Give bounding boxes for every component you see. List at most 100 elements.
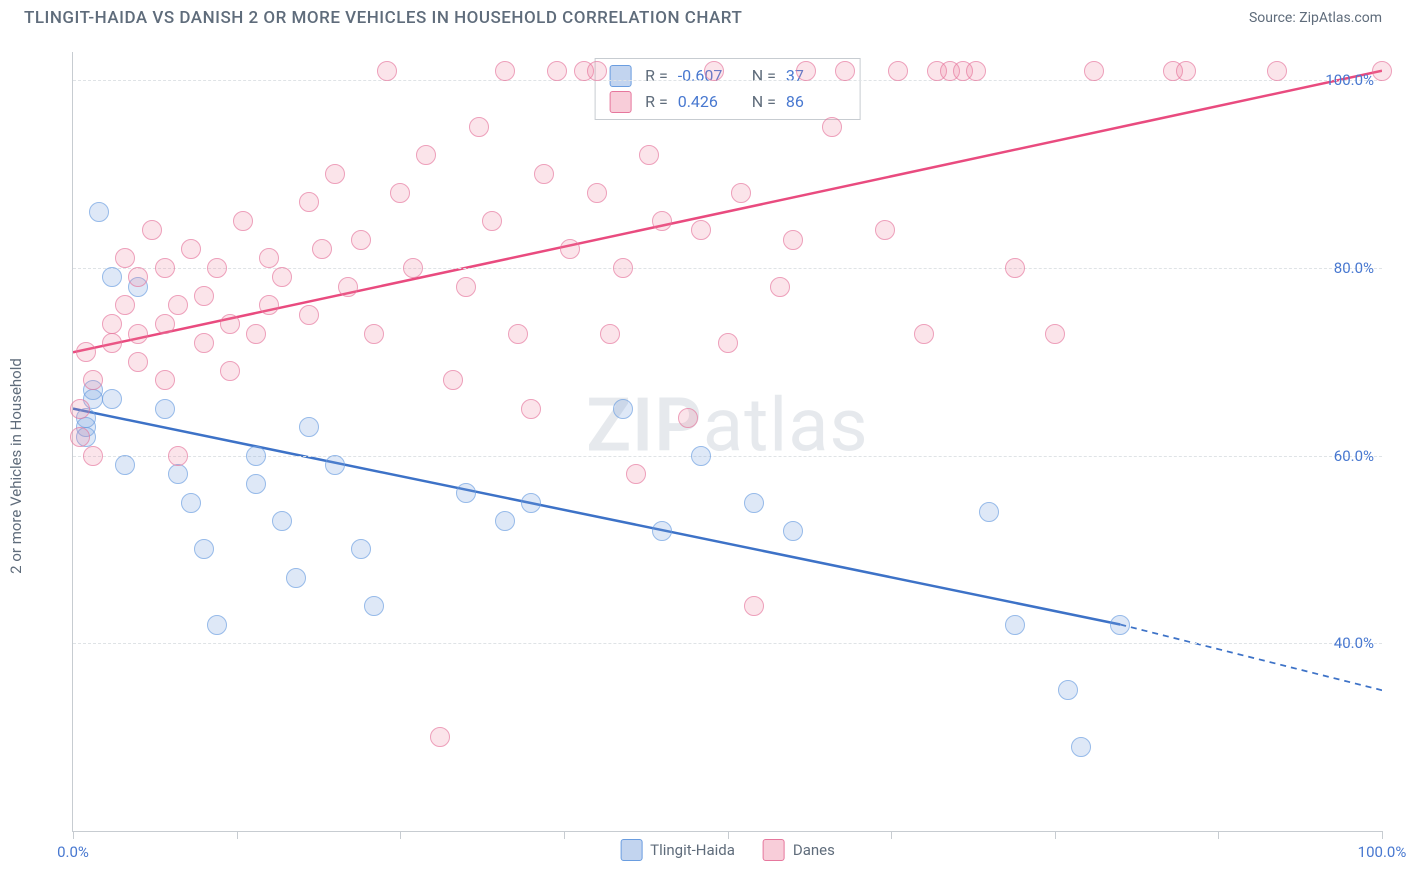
data-point [207, 258, 227, 278]
gridline-h [73, 456, 1382, 457]
data-point [312, 239, 332, 259]
trend-lines [73, 52, 1382, 831]
x-tick [1218, 831, 1219, 839]
data-point [652, 521, 672, 541]
data-point [1058, 680, 1078, 700]
data-point [613, 399, 633, 419]
n-value: 86 [786, 89, 846, 115]
data-point [155, 314, 175, 334]
y-tick-label: 40.0% [1334, 634, 1374, 652]
legend-item: Tlingit-Haida [620, 839, 735, 861]
data-point [115, 295, 135, 315]
data-point [744, 493, 764, 513]
legend-swatch [609, 91, 631, 113]
data-point [469, 117, 489, 137]
data-point [286, 568, 306, 588]
data-point [181, 239, 201, 259]
data-point [102, 333, 122, 353]
data-point [718, 333, 738, 353]
data-point [508, 324, 528, 344]
data-point [1045, 324, 1065, 344]
data-point [102, 267, 122, 287]
data-point [102, 389, 122, 409]
data-point [102, 314, 122, 334]
data-point [639, 145, 659, 165]
data-point [521, 493, 541, 513]
data-point [259, 248, 279, 268]
gridline-h [73, 643, 1382, 644]
data-point [1071, 737, 1091, 757]
data-point [979, 502, 999, 522]
data-point [246, 474, 266, 494]
data-point [600, 324, 620, 344]
data-point [168, 464, 188, 484]
data-point [875, 220, 895, 240]
x-tick [237, 831, 238, 839]
legend-series-name: Danes [793, 841, 835, 859]
data-point [443, 370, 463, 390]
data-point [1110, 615, 1130, 635]
data-point [233, 211, 253, 231]
x-tick [73, 831, 74, 839]
data-point [1267, 61, 1287, 81]
x-tick [728, 831, 729, 839]
data-point [299, 417, 319, 437]
x-tick [564, 831, 565, 839]
data-point [1005, 615, 1025, 635]
data-point [1372, 61, 1392, 81]
data-point [770, 277, 790, 297]
data-point [534, 164, 554, 184]
n-label: N = [752, 89, 776, 115]
data-point [430, 727, 450, 747]
data-point [783, 230, 803, 250]
data-point [613, 258, 633, 278]
data-point [181, 493, 201, 513]
data-point [142, 220, 162, 240]
r-value: 0.426 [678, 89, 738, 115]
data-point [115, 248, 135, 268]
data-point [220, 314, 240, 334]
data-point [299, 305, 319, 325]
data-point [914, 324, 934, 344]
data-point [744, 596, 764, 616]
chart-container: 2 or more Vehicles in Household ZIPatlas… [24, 40, 1382, 892]
data-point [325, 164, 345, 184]
data-point [783, 521, 803, 541]
data-point [155, 258, 175, 278]
data-point [482, 211, 502, 231]
data-point [168, 295, 188, 315]
data-point [547, 61, 567, 81]
data-point [272, 511, 292, 531]
data-point [691, 220, 711, 240]
data-point [1176, 61, 1196, 81]
data-point [299, 192, 319, 212]
data-point [560, 239, 580, 259]
legend-swatch [620, 839, 642, 861]
data-point [495, 61, 515, 81]
data-point [155, 370, 175, 390]
data-point [194, 286, 214, 306]
y-tick-label: 100.0% [1325, 71, 1374, 89]
data-point [495, 511, 515, 531]
x-tick [1382, 831, 1383, 839]
data-point [76, 342, 96, 362]
data-point [325, 455, 345, 475]
data-point [272, 267, 292, 287]
r-label: R = [645, 89, 668, 115]
data-point [194, 333, 214, 353]
y-tick-label: 60.0% [1334, 447, 1374, 465]
data-point [587, 183, 607, 203]
legend-stat-row: R = 0.426 N = 86 [609, 89, 846, 115]
data-point [704, 61, 724, 81]
data-point [796, 61, 816, 81]
y-tick-label: 80.0% [1334, 259, 1374, 277]
data-point [678, 408, 698, 428]
legend-swatch [763, 839, 785, 861]
data-point [351, 230, 371, 250]
data-point [377, 61, 397, 81]
data-point [966, 61, 986, 81]
data-point [652, 211, 672, 231]
legend-series-name: Tlingit-Haida [650, 841, 735, 859]
data-point [731, 183, 751, 203]
data-point [83, 370, 103, 390]
